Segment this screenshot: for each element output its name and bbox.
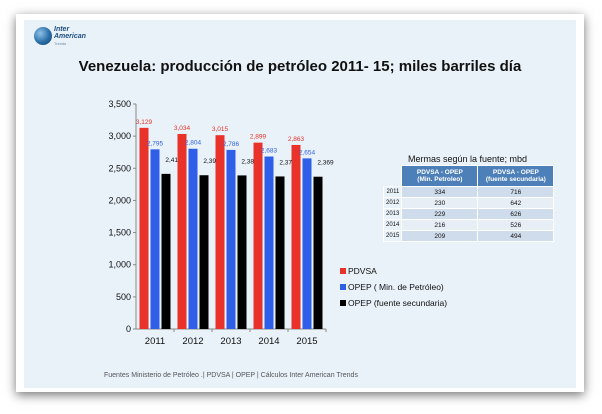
legend-label: OPEP ( Min. de Petróleo) bbox=[348, 282, 444, 292]
mermas-table: PDVSA - OPEP (Min. Petroleo) PDVSA - OPE… bbox=[382, 165, 555, 242]
y-tick-label: 3,500 bbox=[108, 99, 131, 109]
cell-sec: 626 bbox=[477, 208, 555, 220]
legend-label: OPEP (fuente secundaria) bbox=[348, 298, 448, 308]
x-tick-label: 2013 bbox=[220, 336, 241, 347]
row-year: 2011 bbox=[382, 186, 403, 198]
bar bbox=[275, 176, 285, 329]
cell-min: 229 bbox=[401, 208, 479, 220]
table-row: 2014 216 526 bbox=[382, 219, 555, 231]
logo-text: Inter American bbox=[54, 26, 86, 40]
globe-icon bbox=[34, 27, 52, 45]
data-label: 2,392 bbox=[203, 158, 220, 165]
data-label: 3,015 bbox=[212, 126, 229, 133]
bar bbox=[291, 144, 301, 329]
x-tick-label: 2015 bbox=[296, 336, 317, 347]
bar bbox=[150, 149, 160, 329]
bar bbox=[302, 158, 312, 329]
cell-min: 209 bbox=[401, 230, 479, 242]
data-label: 2,795 bbox=[147, 140, 164, 147]
cell-sec: 494 bbox=[477, 230, 555, 242]
data-label: 2,369 bbox=[317, 160, 334, 167]
table-row: 2012 230 642 bbox=[382, 197, 555, 209]
data-label: 2,804 bbox=[185, 140, 202, 147]
data-label: 2,786 bbox=[223, 141, 240, 148]
bar bbox=[226, 149, 236, 329]
data-label: 2,373 bbox=[279, 159, 296, 166]
bar bbox=[199, 175, 209, 329]
data-label: 2,683 bbox=[261, 148, 278, 155]
y-tick-label: 2,500 bbox=[108, 163, 131, 173]
row-year: 2013 bbox=[382, 208, 403, 220]
bar bbox=[215, 135, 225, 329]
data-label: 2,899 bbox=[250, 134, 267, 141]
col-header-sec: PDVSA - OPEP (fuente secundaria) bbox=[477, 165, 555, 187]
x-tick-label: 2014 bbox=[258, 336, 279, 347]
footer-sources: Fuentes Ministerio de Petróleo .| PDVSA … bbox=[104, 372, 358, 379]
data-label: 3,034 bbox=[174, 125, 191, 132]
col-header-min: PDVSA - OPEP (Min. Petroleo) bbox=[401, 165, 479, 187]
table-row: 2011 334 716 bbox=[382, 186, 555, 198]
x-tick-label: 2011 bbox=[145, 336, 165, 347]
y-tick-label: 1,000 bbox=[108, 260, 131, 270]
cell-min: 334 bbox=[401, 186, 479, 198]
bar bbox=[313, 176, 323, 329]
table-row: 2015 209 494 bbox=[382, 230, 555, 242]
table-row: 2013 229 626 bbox=[382, 208, 555, 220]
bar-chart: 0 500 1,000 1,500 2,000 2,500 3,000 3,500 2011 3,… bbox=[108, 99, 334, 347]
data-label: 2,654 bbox=[299, 149, 316, 156]
y-tick-label: 2,000 bbox=[108, 195, 131, 205]
table-corner bbox=[384, 166, 402, 187]
bar bbox=[177, 133, 187, 329]
bar bbox=[161, 173, 171, 329]
table-title: Mermas según la fuente; mbd bbox=[408, 154, 528, 164]
data-label: 2,863 bbox=[288, 136, 305, 143]
data-label: 2,413 bbox=[165, 157, 182, 164]
bar bbox=[188, 148, 198, 329]
cell-sec: 642 bbox=[477, 197, 555, 209]
y-tick-label: 0 bbox=[126, 324, 131, 334]
bar bbox=[237, 175, 247, 329]
bar bbox=[253, 142, 263, 329]
bar bbox=[139, 127, 149, 329]
x-tick-label: 2012 bbox=[182, 336, 203, 347]
legend-swatch bbox=[340, 300, 346, 306]
logo: Inter American Trends bbox=[34, 24, 104, 52]
table-header-row: PDVSA - OPEP (Min. Petroleo) PDVSA - OPE… bbox=[384, 165, 555, 187]
legend-swatch bbox=[340, 268, 346, 274]
row-year: 2015 bbox=[382, 230, 403, 242]
row-year: 2012 bbox=[382, 197, 403, 209]
y-tick-label: 3,000 bbox=[108, 131, 131, 141]
y-tick-label: 1,500 bbox=[108, 228, 131, 238]
cell-min: 216 bbox=[401, 219, 479, 231]
row-year: 2014 bbox=[382, 219, 403, 231]
slide: Inter American Trends Venezuela: producc… bbox=[24, 20, 576, 388]
data-label: 2,389 bbox=[241, 158, 258, 165]
cell-sec: 716 bbox=[477, 186, 555, 198]
chart-title: Venezuela: producción de petróleo 2011- … bbox=[78, 58, 522, 75]
legend-swatch bbox=[340, 284, 346, 290]
y-tick-label: 500 bbox=[116, 292, 131, 302]
slide-frame: Inter American Trends Venezuela: producc… bbox=[16, 14, 584, 392]
logo-subtitle: Trends bbox=[54, 41, 67, 46]
data-label: 3,129 bbox=[136, 119, 153, 126]
cell-min: 230 bbox=[401, 197, 479, 209]
bar bbox=[264, 156, 274, 329]
legend-label: PDVSA bbox=[348, 266, 377, 276]
cell-sec: 526 bbox=[477, 219, 555, 231]
